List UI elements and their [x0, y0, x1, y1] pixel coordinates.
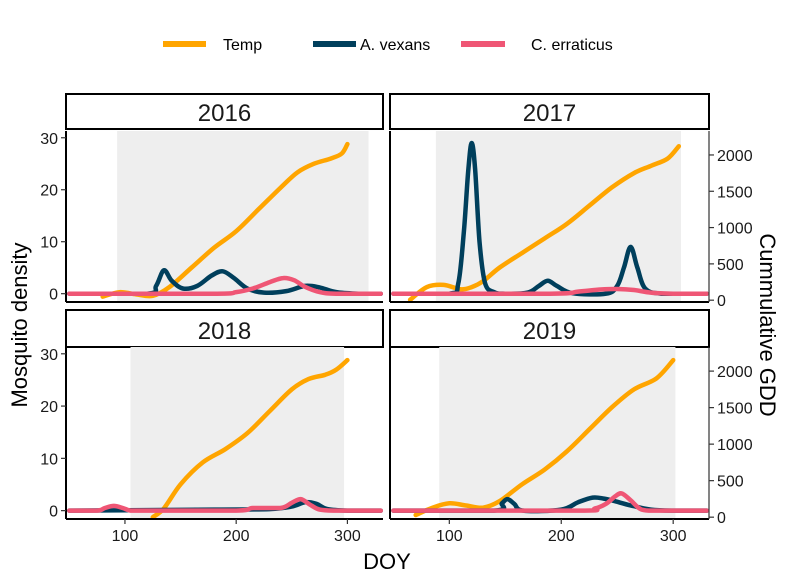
panel-2017: 2017 0 500 1000 1500 2000: [389, 93, 753, 310]
y-tick-label: 0: [49, 504, 58, 521]
facet-strip-label: 2018: [198, 318, 251, 345]
y-tick-label: 0: [49, 287, 58, 304]
facet-strip: [389, 93, 710, 130]
facet-strip: [65, 309, 384, 348]
y-axis-title-right: Cummulative GDD: [755, 233, 780, 416]
series-line-temp: [407, 143, 682, 303]
facet-strip-label: 2019: [523, 318, 576, 345]
panel-2019: 2019 100 200 300 0 500 1000 1500 2000: [389, 309, 753, 545]
y-tick-label-right: 500: [717, 474, 744, 491]
y-tick-label-right: 1500: [717, 401, 753, 418]
x-tick-label: 300: [660, 528, 687, 545]
series-line-c-erraticus: [391, 286, 710, 296]
legend-label-temp: Temp: [223, 37, 262, 54]
x-axis-title: DOY: [363, 549, 411, 574]
series-line-temp: [150, 357, 350, 520]
panel-2016: 2016 0 10 20 30: [40, 93, 384, 304]
series-line-a-vexans: [391, 140, 710, 297]
legend-label-c-erraticus: C. erraticus: [531, 37, 613, 54]
x-tick-label: 100: [436, 528, 463, 545]
y-tick-label-right: 2000: [717, 148, 753, 165]
y-tick-label-right: 1000: [717, 437, 753, 454]
y-tick-label-right: 1500: [717, 184, 753, 201]
legend: Temp A. vexans C. erraticus: [163, 37, 613, 54]
x-tick-label: 200: [548, 528, 575, 545]
y-tick-label: 20: [40, 183, 58, 200]
y-axis-title-left: Mosquito density: [7, 242, 32, 407]
facet-strip: [65, 93, 384, 130]
y-tick-label: 20: [40, 399, 58, 416]
y-tick-label-right: 0: [717, 510, 726, 527]
facet-strip-label: 2016: [198, 100, 251, 127]
facet-strip: [389, 309, 710, 348]
y-tick-label: 10: [40, 235, 58, 252]
series-line-temp: [413, 357, 676, 518]
y-tick-label-right: 0: [717, 293, 726, 310]
y-tick-label: 10: [40, 451, 58, 468]
y-tick-label-right: 500: [717, 257, 744, 274]
series-line-c-erraticus: [67, 275, 384, 296]
facet-strip-label: 2017: [523, 100, 576, 127]
series-line-a-vexans: [67, 268, 384, 296]
panel-2018: 2018 100 200 300 0 10 20 30: [40, 309, 384, 545]
legend-label-a-vexans: A. vexans: [360, 37, 430, 54]
y-tick-label-right: 1000: [717, 221, 753, 238]
series-line-c-erraticus: [67, 496, 384, 513]
y-tick-label: 30: [40, 131, 58, 148]
x-tick-label: 100: [112, 528, 139, 545]
season-shade: [130, 347, 345, 519]
series-line-c-erraticus: [391, 491, 710, 513]
x-tick-label: 300: [334, 528, 361, 545]
x-tick-label: 200: [223, 528, 250, 545]
y-tick-label-right: 2000: [717, 364, 753, 381]
season-shade: [439, 347, 676, 519]
y-tick-label: 30: [40, 347, 58, 364]
